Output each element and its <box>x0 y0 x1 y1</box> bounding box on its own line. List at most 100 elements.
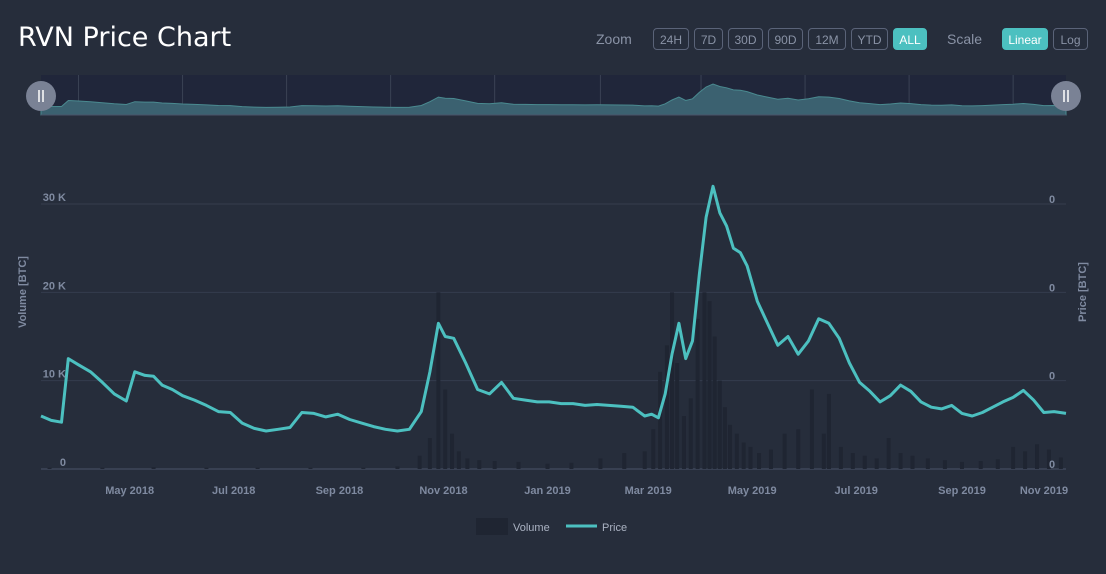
zoom-24h-button[interactable]: 24H <box>653 28 689 50</box>
volume-bar <box>670 292 675 469</box>
page-title: RVN Price Chart <box>18 22 232 53</box>
y-right-tick-label: 0 <box>1049 371 1055 383</box>
zoom-7d-button[interactable]: 7D <box>694 28 723 50</box>
volume-bar <box>1058 457 1063 469</box>
volume-bar <box>417 455 422 469</box>
y-left-tick-label: 30 K <box>43 192 66 204</box>
x-tick-label: Jul 2018 <box>212 485 255 497</box>
volume-bar <box>748 446 753 469</box>
volume-bar <box>443 389 448 469</box>
volume-bar <box>734 433 739 469</box>
zoom-12m-button[interactable]: 12M <box>808 28 846 50</box>
volume-bar <box>712 336 717 469</box>
volume-bar <box>477 460 482 469</box>
volume-bar <box>151 467 156 469</box>
y-left-tick-label: 0 <box>60 457 66 469</box>
volume-bar <box>821 433 826 469</box>
volume-bar <box>1035 444 1040 469</box>
volume-bar <box>100 467 105 469</box>
scale-log-button[interactable]: Log <box>1053 28 1088 50</box>
volume-bar <box>741 442 746 469</box>
volume-bar <box>569 462 574 469</box>
volume-bar <box>456 451 461 469</box>
volume-bar <box>1011 446 1016 469</box>
volume-bar <box>722 407 727 469</box>
volume-bar <box>942 460 947 469</box>
volume-bar <box>809 389 814 469</box>
y-right-tick-label: 0 <box>1049 282 1055 294</box>
volume-bar <box>622 453 627 469</box>
volume-bar <box>874 458 879 469</box>
volume-bar <box>862 455 867 469</box>
y-left-tick-label: 20 K <box>43 280 66 292</box>
volume-bar <box>598 458 603 469</box>
x-tick-label: May 2018 <box>105 485 154 497</box>
zoom-all-button[interactable]: ALL <box>893 28 927 50</box>
volume-bar <box>255 467 260 469</box>
y-right-tick-label: 0 <box>1049 459 1055 471</box>
y-axis-right-label: Price [BTC] <box>1077 262 1089 322</box>
volume-bar <box>395 466 400 469</box>
legend-price-label: Price <box>602 522 627 534</box>
zoom-ytd-button[interactable]: YTD <box>851 28 888 50</box>
volume-bar <box>436 292 441 469</box>
volume-bar <box>651 429 656 469</box>
y-axis-left-label: Volume [BTC] <box>17 256 29 328</box>
volume-bar <box>838 446 843 469</box>
y-right-tick-label: 0 <box>1049 194 1055 206</box>
volume-bar <box>707 301 712 469</box>
zoom-label: Zoom <box>596 31 632 47</box>
volume-bar <box>910 455 915 469</box>
volume-bar <box>450 433 455 469</box>
zoom-30d-button[interactable]: 30D <box>728 28 763 50</box>
volume-bar <box>959 461 964 469</box>
volume-bar <box>1046 449 1051 469</box>
drag-handle-icon <box>38 90 44 102</box>
y-left-tick-label: 10 K <box>43 369 66 381</box>
x-tick-label: Sep 2019 <box>938 485 986 497</box>
scale-label: Scale <box>947 31 983 47</box>
legend-volume-swatch <box>476 518 508 535</box>
volume-bar <box>995 459 1000 469</box>
volume-bar <box>465 458 470 469</box>
volume-bar <box>782 433 787 469</box>
volume-bar <box>925 458 930 469</box>
volume-bar <box>757 453 762 469</box>
navigator-series-area <box>40 83 1067 116</box>
legend-item-volume[interactable]: Volume <box>476 518 550 535</box>
volume-bar <box>427 438 432 469</box>
x-tick-label: Nov 2019 <box>1020 485 1068 497</box>
volume-bar <box>47 467 52 469</box>
volume-bar <box>658 371 663 469</box>
volume-bar <box>717 380 722 469</box>
x-tick-label: May 2019 <box>728 485 777 497</box>
volume-bar <box>361 467 366 469</box>
volume-bar <box>545 463 550 469</box>
x-tick-label: Jan 2019 <box>524 485 570 497</box>
navigator-left-handle[interactable] <box>26 81 56 111</box>
legend: Volume Price <box>476 518 627 535</box>
scale-linear-button[interactable]: Linear <box>1002 28 1048 50</box>
volume-bar <box>664 345 669 469</box>
volume-bar <box>204 467 209 469</box>
volume-bar <box>1023 451 1028 469</box>
navigator[interactable] <box>0 0 1106 130</box>
price-series-line <box>40 184 1067 433</box>
volume-bar <box>308 467 313 469</box>
volume-bar <box>898 453 903 469</box>
volume-bar <box>796 429 801 469</box>
x-tick-label: Nov 2018 <box>419 485 467 497</box>
volume-bar <box>492 461 497 469</box>
volume-bar <box>516 461 521 469</box>
volume-bar <box>702 292 707 469</box>
volume-bar <box>850 453 855 469</box>
zoom-90d-button[interactable]: 90D <box>768 28 803 50</box>
legend-item-price[interactable]: Price <box>566 522 627 534</box>
volume-bar <box>728 424 733 469</box>
drag-handle-icon <box>1063 90 1069 102</box>
x-tick-label: Sep 2018 <box>316 485 364 497</box>
navigator-right-handle[interactable] <box>1051 81 1081 111</box>
volume-bar <box>768 449 773 469</box>
volume-bar <box>675 363 680 469</box>
volume-bar <box>826 393 831 469</box>
